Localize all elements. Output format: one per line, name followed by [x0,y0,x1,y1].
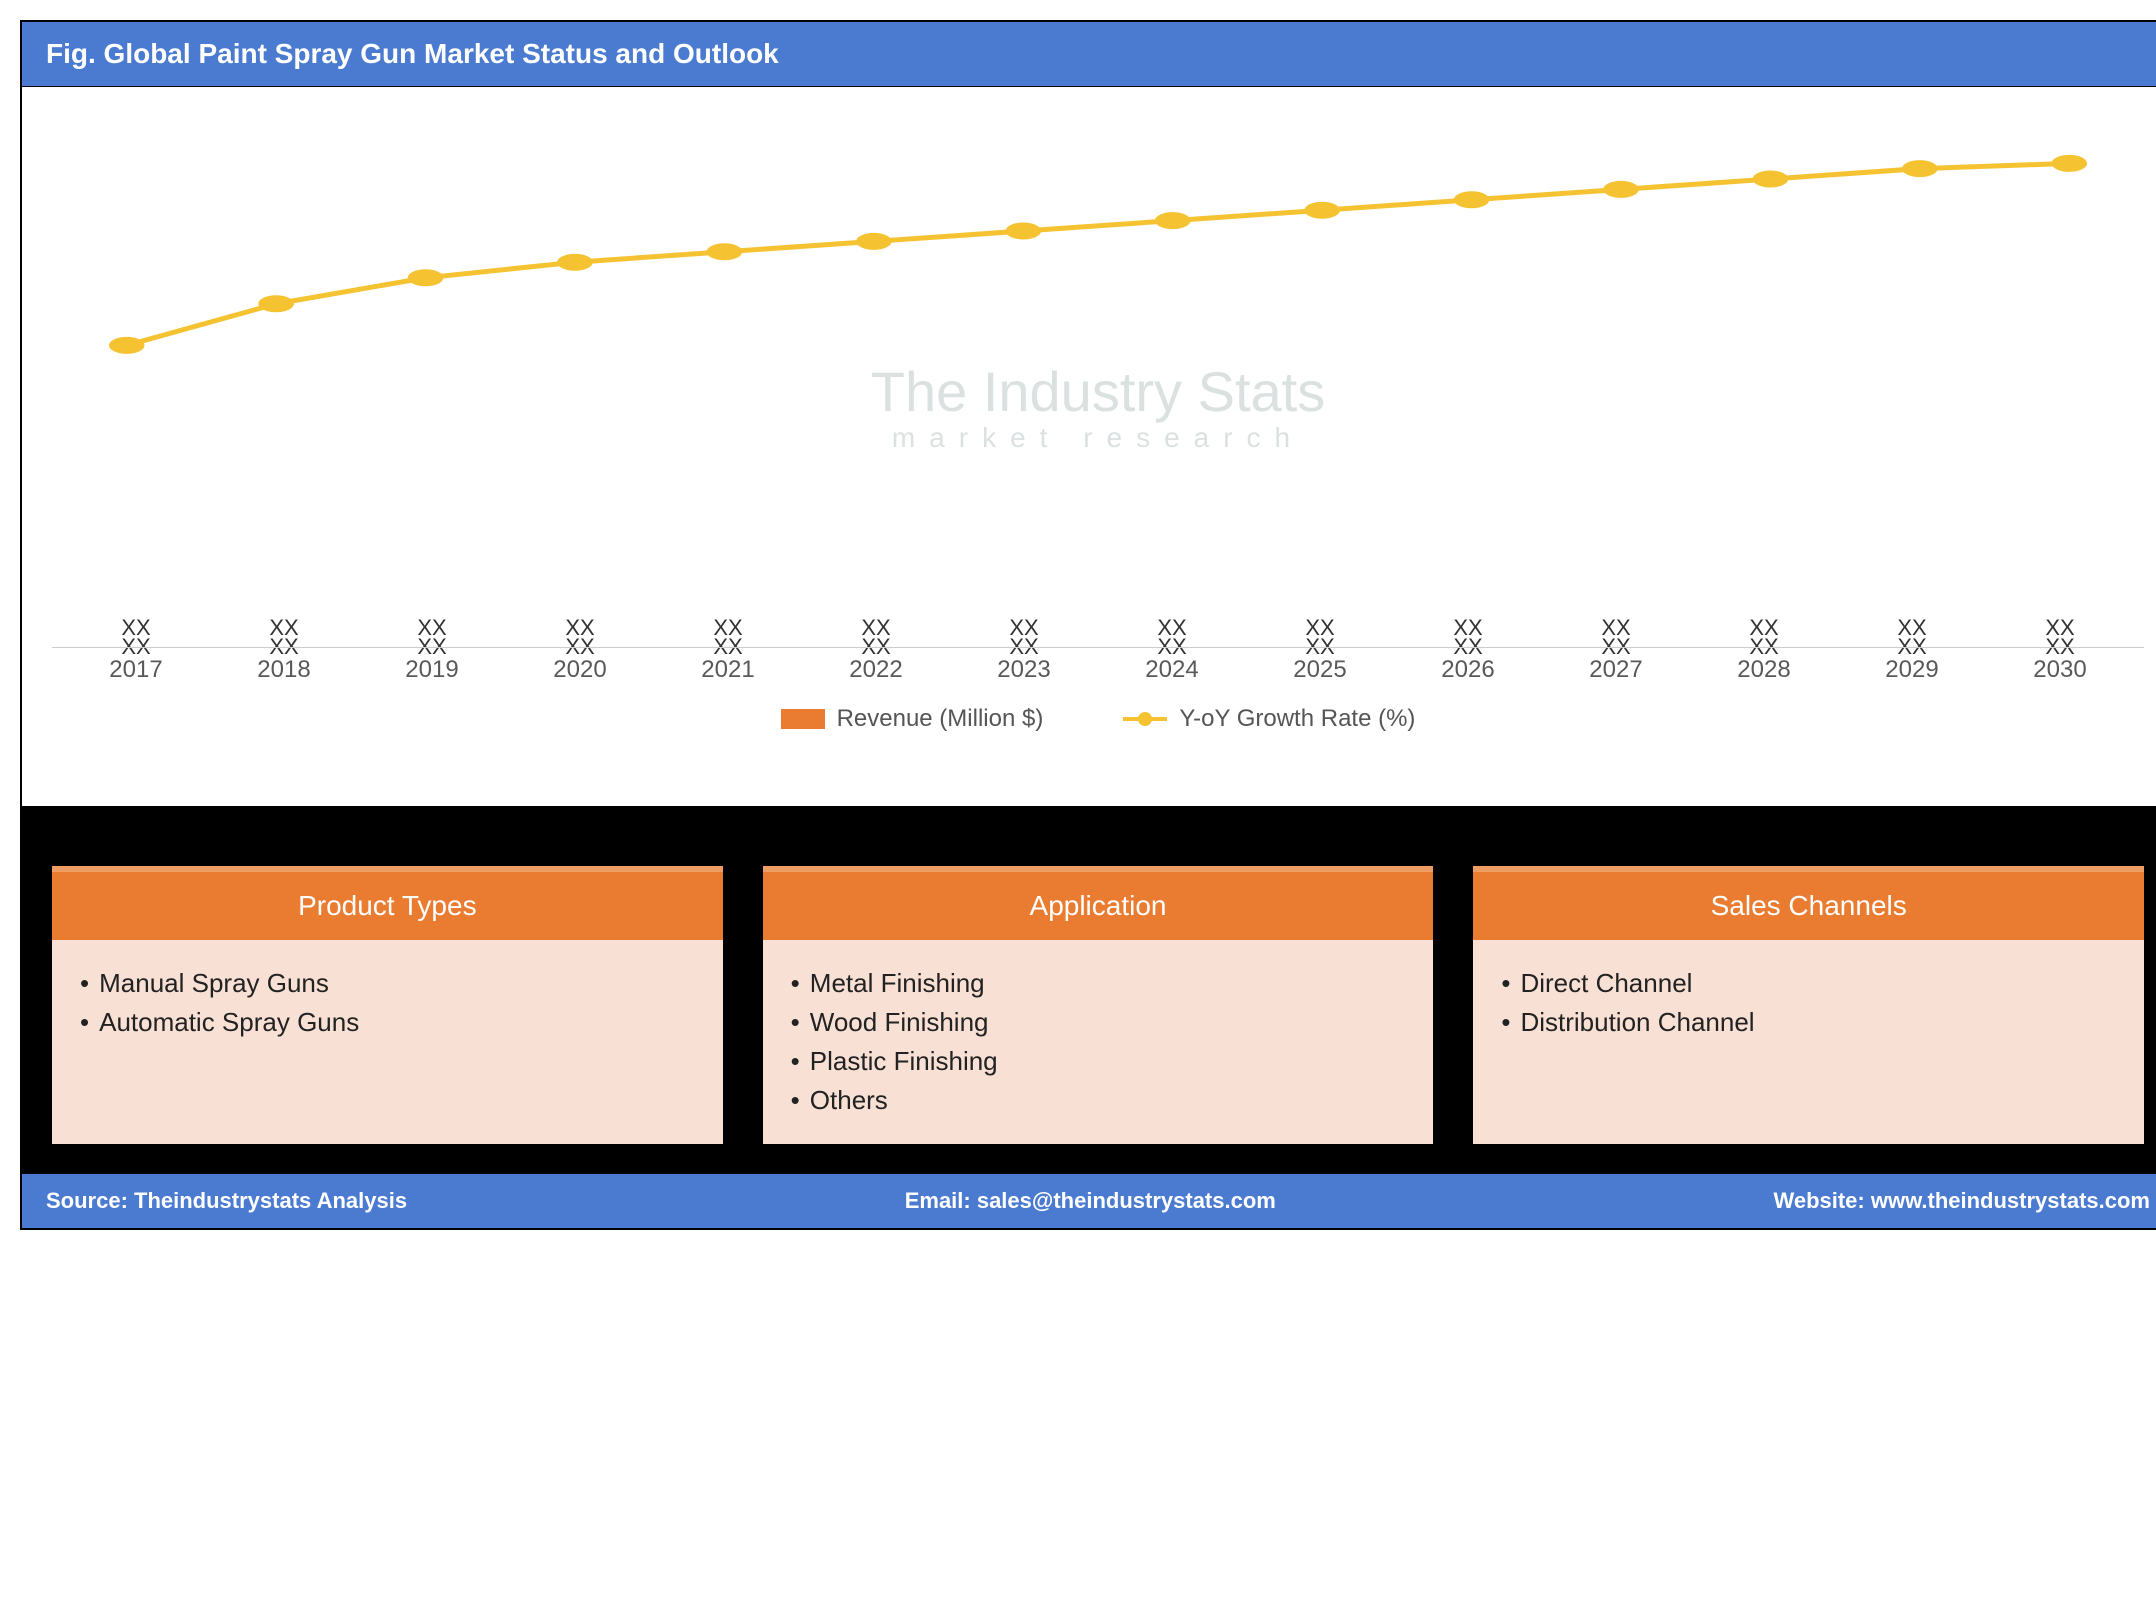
card-header: Sales Channels [1473,866,2144,940]
bar-2030: XXXX [1986,615,2134,647]
bar-2022: XXXX [802,615,950,647]
cards-row: Product TypesManual Spray GunsAutomatic … [22,806,2156,1174]
x-tick: 2030 [1986,648,2134,687]
legend-line-swatch [1123,717,1167,721]
bar-2027: XXXX [1542,615,1690,647]
x-tick: 2025 [1246,648,1394,687]
figure-title: Fig. Global Paint Spray Gun Market Statu… [46,38,779,69]
card: ApplicationMetal FinishingWood Finishing… [763,826,1434,1144]
bar-2021: XXXX [654,615,802,647]
card-spacer [52,826,723,866]
x-tick: 2022 [802,648,950,687]
x-tick: 2021 [654,648,802,687]
x-tick: 2020 [506,648,654,687]
bar-2025: XXXX [1246,615,1394,647]
figure-container: Fig. Global Paint Spray Gun Market Statu… [20,20,2156,1230]
bar-2029: XXXX [1838,615,1986,647]
x-tick: 2019 [358,648,506,687]
bar-2020: XXXX [506,615,654,647]
footer-source: Source: Theindustrystats Analysis [46,1188,407,1214]
figure-title-bar: Fig. Global Paint Spray Gun Market Statu… [22,22,2156,86]
footer-website: Website: www.theindustrystats.com [1773,1188,2150,1214]
card-body: Manual Spray GunsAutomatic Spray Guns [52,940,723,1144]
card-body: Metal FinishingWood FinishingPlastic Fin… [763,940,1434,1144]
legend-bar-swatch [781,709,825,729]
bar-2023: XXXX [950,615,1098,647]
legend: Revenue (Million $) Y-oY Growth Rate (%) [52,687,2144,757]
card: Sales ChannelsDirect ChannelDistribution… [1473,826,2144,1144]
legend-growth: Y-oY Growth Rate (%) [1123,705,1415,733]
card-item: Distribution Channel [1501,1003,2116,1042]
bar-2019: XXXX [358,615,506,647]
x-axis: 2017201820192020202120222023202420252026… [52,647,2144,687]
card-item: Plastic Finishing [791,1042,1406,1081]
card-header: Product Types [52,866,723,940]
x-tick: 2028 [1690,648,1838,687]
card-item: Direct Channel [1501,964,2116,1003]
legend-line-label: Y-oY Growth Rate (%) [1179,705,1415,733]
card-body: Direct ChannelDistribution Channel [1473,940,2144,1144]
card-item: Others [791,1081,1406,1120]
bar-2028: XXXX [1690,615,1838,647]
footer-email: Email: sales@theindustrystats.com [905,1188,1276,1214]
x-tick: 2027 [1542,648,1690,687]
bar-2024: XXXX [1098,615,1246,647]
x-tick: 2023 [950,648,1098,687]
card-spacer [763,826,1434,866]
bar-2026: XXXX [1394,615,1542,647]
card-item: Automatic Spray Guns [80,1003,695,1042]
x-tick: 2018 [210,648,358,687]
card-item: Manual Spray Guns [80,964,695,1003]
card: Product TypesManual Spray GunsAutomatic … [52,826,723,1144]
card-item: Metal Finishing [791,964,1406,1003]
card-header: Application [763,866,1434,940]
bar-2018: XXXX [210,615,358,647]
chart-area: XXXXXXXXXXXXXXXXXXXXXXXXXXXXXXXXXXXXXXXX… [22,86,2156,806]
x-tick: 2017 [62,648,210,687]
x-tick: 2024 [1098,648,1246,687]
bars-group: XXXXXXXXXXXXXXXXXXXXXXXXXXXXXXXXXXXXXXXX… [52,127,2144,647]
x-tick: 2029 [1838,648,1986,687]
legend-bar-label: Revenue (Million $) [837,705,1044,733]
bar-2017: XXXX [62,615,210,647]
plot: XXXXXXXXXXXXXXXXXXXXXXXXXXXXXXXXXXXXXXXX… [52,127,2144,687]
x-tick: 2026 [1394,648,1542,687]
footer-bar: Source: Theindustrystats Analysis Email:… [22,1174,2156,1228]
legend-revenue: Revenue (Million $) [781,705,1044,733]
card-item: Wood Finishing [791,1003,1406,1042]
card-spacer [1473,826,2144,866]
